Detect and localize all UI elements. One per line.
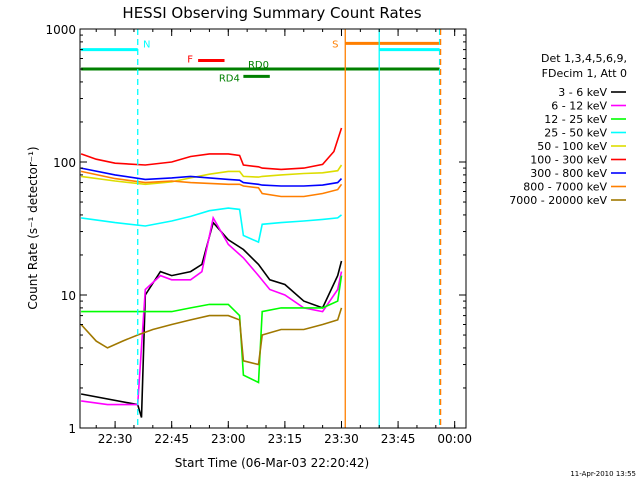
x-tick-label-5: 23:45	[381, 432, 416, 446]
legend-label-2: 6 - 12 keV	[551, 100, 607, 113]
x-tick-label-0: 22:30	[98, 432, 133, 446]
series-line-9	[80, 307, 343, 366]
legend-header-1: Det 1,3,4,5,6,9,	[541, 52, 627, 65]
vertical-markers-layer	[137, 29, 442, 428]
x-tick-label-3: 23:15	[268, 432, 303, 446]
series-line-1	[80, 220, 343, 418]
footer-timestamp: 11-Apr-2010 13:55	[570, 470, 636, 478]
series-line-6	[80, 127, 343, 171]
legend-label-5: 50 - 100 keV	[537, 140, 607, 153]
flag-bars-layer: N S F RD0 RD4	[81, 39, 440, 84]
x-tick-label-4: 23:30	[324, 432, 359, 446]
series-line-5	[80, 164, 343, 186]
legend-label-9: 7000 - 20000 keV	[509, 194, 607, 207]
y-tick-label-3: 1000	[45, 23, 76, 37]
axes-layer: 22:30 22:45 23:00 23:15 23:30 23:45 00:00 1 10 10…	[45, 23, 472, 446]
plot-frame	[79, 28, 467, 429]
x-tick-label-1: 22:45	[154, 432, 189, 446]
x-tick-label-6: 00:00	[437, 432, 472, 446]
legend-label-4: 25 - 50 keV	[544, 127, 607, 140]
y-tick-label-0: 1	[68, 422, 76, 436]
x-tick-label-2: 23:00	[211, 432, 246, 446]
legend-label-7: 300 - 800 keV	[530, 167, 607, 180]
flag-label-5: RD4	[219, 73, 240, 84]
series-layer	[80, 127, 343, 418]
flag-label-0: N	[143, 40, 150, 51]
y-axis-label: Count Rate (s⁻¹ detector⁻¹)	[26, 146, 40, 309]
flag-label-2: S	[332, 39, 338, 50]
legend-label-3: 12 - 25 keV	[544, 113, 607, 126]
y-tick-label-2: 100	[53, 156, 76, 170]
flag-label-4: RD0	[248, 60, 269, 71]
legend-label-8: 800 - 7000 keV	[523, 181, 607, 194]
x-axis-label: Start Time (06-Mar-03 22:20:42)	[175, 456, 369, 470]
series-line-7	[80, 167, 343, 187]
legend-label-6: 100 - 300 keV	[530, 154, 607, 167]
y-tick-label-1: 10	[61, 289, 76, 303]
flag-label-3: F	[187, 54, 193, 65]
series-line-8	[80, 170, 343, 198]
legend-label-1: 3 - 6 keV	[558, 86, 607, 99]
legend: Det 1,3,4,5,6,9, FDecim 1, Att 0 3 - 6 k…	[509, 52, 627, 207]
legend-header-2: FDecim 1, Att 0	[542, 67, 627, 80]
series-line-4	[80, 207, 342, 244]
chart-title: HESSI Observing Summary Count Rates	[122, 4, 421, 22]
